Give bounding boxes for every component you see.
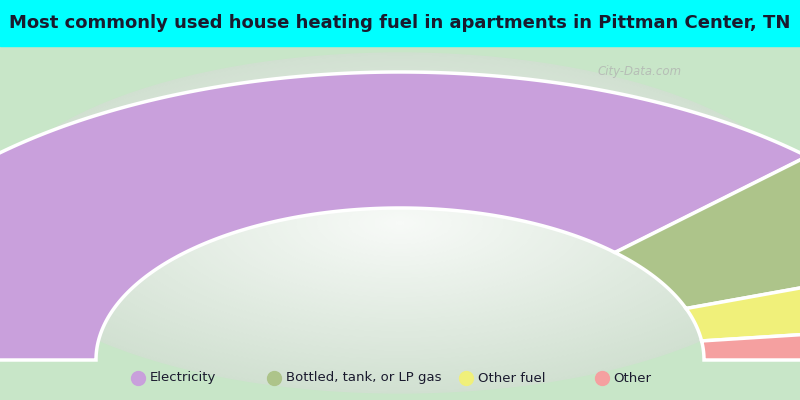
- Ellipse shape: [83, 94, 718, 352]
- Bar: [0, 46, 800, 400]
- Polygon shape: [0, 72, 800, 360]
- Ellipse shape: [192, 138, 608, 308]
- Ellipse shape: [348, 202, 452, 244]
- Ellipse shape: [229, 153, 571, 293]
- Ellipse shape: [10, 64, 790, 382]
- Ellipse shape: [379, 214, 421, 232]
- Ellipse shape: [327, 193, 473, 253]
- Point: [595, 375, 608, 381]
- Polygon shape: [702, 324, 800, 360]
- Text: City-Data.com: City-Data.com: [598, 66, 682, 78]
- Ellipse shape: [234, 155, 566, 291]
- Ellipse shape: [155, 123, 645, 323]
- Ellipse shape: [296, 180, 504, 266]
- Point: [267, 375, 280, 381]
- Ellipse shape: [15, 66, 785, 380]
- Ellipse shape: [36, 74, 764, 372]
- Point: [131, 375, 144, 381]
- Ellipse shape: [223, 151, 577, 295]
- Text: Other: Other: [614, 372, 651, 384]
- Ellipse shape: [265, 168, 535, 278]
- Ellipse shape: [0, 57, 800, 389]
- Ellipse shape: [26, 70, 774, 376]
- Ellipse shape: [213, 146, 587, 300]
- Ellipse shape: [150, 121, 650, 325]
- Ellipse shape: [88, 96, 712, 350]
- Ellipse shape: [187, 136, 613, 310]
- Ellipse shape: [374, 212, 426, 234]
- Ellipse shape: [322, 191, 478, 255]
- Ellipse shape: [312, 187, 488, 259]
- Ellipse shape: [177, 132, 623, 314]
- Ellipse shape: [134, 115, 666, 331]
- Ellipse shape: [41, 76, 759, 370]
- Ellipse shape: [343, 200, 458, 246]
- Ellipse shape: [291, 178, 510, 268]
- Ellipse shape: [182, 134, 618, 312]
- Ellipse shape: [197, 140, 603, 306]
- Ellipse shape: [259, 166, 541, 280]
- Ellipse shape: [0, 60, 800, 386]
- Ellipse shape: [5, 62, 795, 384]
- Polygon shape: [615, 156, 800, 308]
- Ellipse shape: [384, 217, 416, 229]
- Text: Most commonly used house heating fuel in apartments in Pittman Center, TN: Most commonly used house heating fuel in…: [10, 14, 790, 32]
- Ellipse shape: [238, 157, 562, 289]
- Ellipse shape: [161, 125, 639, 321]
- Ellipse shape: [218, 149, 582, 297]
- Ellipse shape: [286, 176, 514, 270]
- Ellipse shape: [103, 102, 697, 344]
- Bar: [0, 0, 800, 46]
- Ellipse shape: [254, 164, 546, 282]
- Ellipse shape: [51, 81, 749, 365]
- Point: [459, 375, 472, 381]
- Text: Bottled, tank, or LP gas: Bottled, tank, or LP gas: [286, 372, 441, 384]
- Ellipse shape: [114, 106, 686, 340]
- Ellipse shape: [333, 195, 467, 251]
- Ellipse shape: [250, 162, 550, 284]
- Ellipse shape: [98, 100, 702, 346]
- Ellipse shape: [73, 89, 727, 357]
- Ellipse shape: [394, 221, 405, 225]
- Ellipse shape: [140, 117, 660, 329]
- Ellipse shape: [390, 219, 410, 227]
- Ellipse shape: [67, 87, 733, 359]
- Ellipse shape: [306, 185, 494, 261]
- Ellipse shape: [145, 119, 655, 327]
- Ellipse shape: [270, 170, 530, 276]
- Ellipse shape: [202, 142, 598, 304]
- Ellipse shape: [301, 183, 499, 263]
- Polygon shape: [686, 262, 800, 341]
- Ellipse shape: [369, 210, 431, 236]
- Ellipse shape: [358, 206, 442, 240]
- Ellipse shape: [280, 174, 520, 272]
- Ellipse shape: [244, 159, 556, 287]
- Ellipse shape: [130, 112, 670, 334]
- Ellipse shape: [0, 55, 800, 391]
- Ellipse shape: [46, 78, 754, 368]
- Ellipse shape: [119, 108, 681, 338]
- Text: Other fuel: Other fuel: [478, 372, 545, 384]
- Ellipse shape: [109, 104, 691, 342]
- Text: Electricity: Electricity: [150, 372, 216, 384]
- Ellipse shape: [275, 172, 525, 274]
- Ellipse shape: [166, 128, 634, 318]
- Ellipse shape: [317, 189, 483, 257]
- Ellipse shape: [354, 204, 446, 242]
- Ellipse shape: [31, 72, 770, 374]
- Ellipse shape: [21, 68, 779, 378]
- Ellipse shape: [57, 83, 743, 363]
- Ellipse shape: [93, 98, 707, 348]
- Ellipse shape: [125, 110, 675, 336]
- Ellipse shape: [171, 130, 629, 316]
- Ellipse shape: [0, 53, 800, 393]
- Ellipse shape: [363, 208, 437, 238]
- Ellipse shape: [338, 198, 462, 248]
- Ellipse shape: [62, 85, 738, 361]
- Ellipse shape: [208, 144, 593, 302]
- Ellipse shape: [78, 91, 722, 355]
